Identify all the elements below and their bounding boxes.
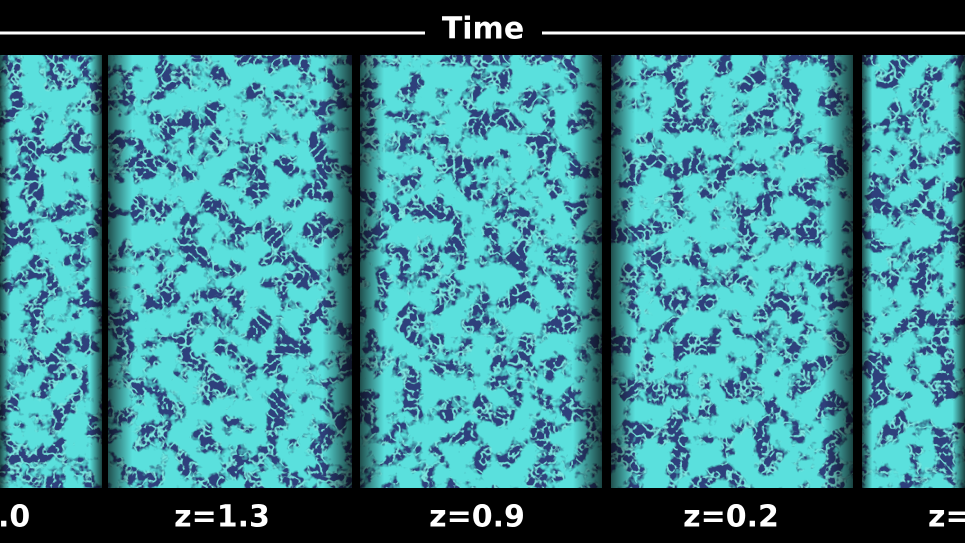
panel (611, 55, 853, 488)
panel-label: z=0.9 (429, 500, 525, 535)
panel-label: z= (928, 500, 965, 535)
panel-label: z=1.3 (174, 500, 270, 535)
panel (360, 55, 602, 488)
panel-label: .0 (0, 500, 30, 535)
panel (108, 55, 352, 488)
panel (0, 55, 102, 488)
panel (862, 55, 965, 488)
panel-label: z=0.2 (683, 500, 779, 535)
header-title: Time (442, 12, 524, 47)
